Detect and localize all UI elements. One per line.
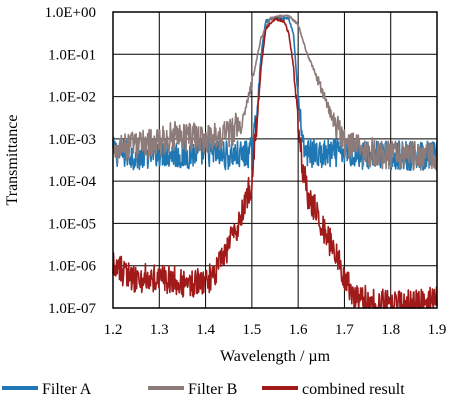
y-tick-label: 1.0E-07 bbox=[48, 301, 96, 317]
x-tick-label: 1.8 bbox=[381, 322, 400, 338]
x-axis-title: Wavelength / µm bbox=[220, 348, 331, 365]
y-tick-label: 1.0E-01 bbox=[48, 47, 96, 63]
y-tick-labels: 1.0E-07 1.0E-06 1.0E-05 1.0E-04 1.0E-03 1.0E-… bbox=[45, 5, 97, 317]
x-tick-label: 1.5 bbox=[242, 322, 261, 338]
y-tick-label: 1.0E-05 bbox=[48, 216, 96, 232]
legend-label: Filter A bbox=[42, 381, 92, 398]
x-tick-label: 1.9 bbox=[428, 322, 447, 338]
x-tick-label: 1.4 bbox=[196, 322, 215, 338]
x-tick-label: 1.3 bbox=[150, 322, 169, 338]
x-tick-label: 1.7 bbox=[335, 322, 354, 338]
y-axis-title: Transmittance bbox=[4, 115, 21, 206]
x-tick-label: 1.2 bbox=[104, 322, 123, 338]
y-tick-label: 1.0E-04 bbox=[48, 174, 96, 190]
plot-frame bbox=[112, 11, 438, 309]
legend-label: combined result bbox=[302, 381, 405, 398]
y-tick-label: 1.0E+00 bbox=[45, 5, 96, 21]
y-tick-label: 1.0E-03 bbox=[48, 132, 96, 148]
legend: Filter A Filter B combined result bbox=[2, 381, 405, 398]
legend-label: Filter B bbox=[188, 381, 237, 398]
series-line-combined-result bbox=[112, 17, 438, 309]
series-layer bbox=[112, 14, 438, 309]
series-line-filter-b bbox=[112, 14, 438, 171]
x-tick-labels: 1.2 1.3 1.4 1.5 1.6 1.7 1.8 1.9 bbox=[104, 322, 447, 338]
x-tick-label: 1.6 bbox=[289, 322, 308, 338]
y-tick-label: 1.0E-06 bbox=[48, 259, 96, 275]
y-tick-label: 1.0E-02 bbox=[48, 90, 96, 106]
